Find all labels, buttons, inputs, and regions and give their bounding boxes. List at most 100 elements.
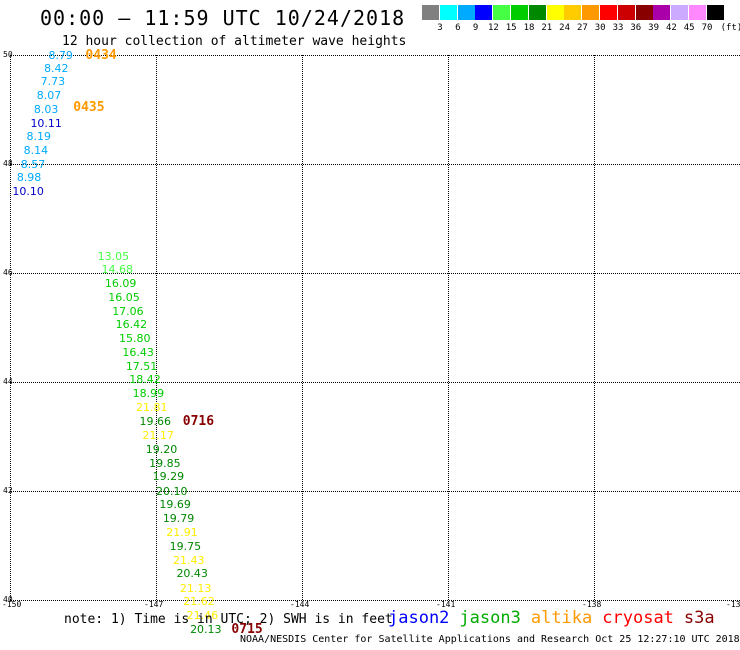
longitude-tick-label: -138: [582, 600, 602, 609]
wave-height-value: 16.09: [104, 276, 137, 290]
colorbar-label: 6: [455, 23, 461, 33]
wave-height-value: 8.79: [48, 48, 73, 62]
wave-height-value: 8.07: [36, 89, 62, 103]
latitude-tick-label: 40: [3, 595, 13, 604]
wave-height-value: 20.10: [156, 484, 188, 498]
wave-height-value: 19.79: [162, 511, 195, 525]
pass-time-label: 0716: [182, 413, 215, 429]
wave-height-value: 21.17: [142, 428, 174, 442]
longitude-gridline: [448, 55, 449, 600]
colorbar-swatch: [457, 5, 475, 20]
wave-height-value: 21.46: [186, 609, 219, 623]
footer-note: note: 1) Time is in UTC; 2) SWH is in fe…: [64, 612, 393, 627]
latitude-tick-label: 46: [3, 268, 13, 277]
pass-time-label: 0715: [231, 621, 263, 637]
wave-height-value: 20.13: [190, 622, 222, 636]
colorbar-label: 9: [472, 23, 479, 33]
wave-height-value: 17.51: [125, 359, 158, 373]
colorbar-swatch: [600, 5, 617, 20]
colorbar-label: 42: [665, 23, 677, 33]
latitude-gridline: [10, 55, 740, 56]
wave-height-value: 19.29: [152, 470, 185, 484]
colorbar-label: 18: [523, 23, 535, 33]
colorbar-swatch: [635, 5, 653, 20]
latitude-gridline: [10, 164, 740, 165]
legend-entry-jason2: jason2: [388, 608, 450, 628]
colorbar-swatch: [511, 5, 528, 20]
colorbar-swatch: [706, 5, 724, 20]
longitude-tick-label: -141: [436, 600, 456, 609]
colorbar-label: 15: [505, 23, 517, 33]
wave-height-value: 21.91: [166, 525, 198, 539]
colorbar-label: 70: [701, 23, 713, 33]
colorbar-label: 24: [559, 23, 571, 33]
wave-height-value: 7.73: [40, 75, 66, 89]
wave-height-value: 19.20: [145, 442, 178, 456]
latitude-gridline: [10, 273, 740, 274]
map-plot-area: 8.79 8.42 7.73 8.07 8.03 10.11 8.19 8.14 8.57 8.9…: [10, 48, 740, 637]
chart-title: 00:00 – 11:59 UTC 10/24/2018: [40, 6, 406, 30]
wave-height-value: 8.57: [20, 157, 46, 171]
colorbar-label: 33: [612, 23, 624, 33]
colorbar-label: 45: [683, 23, 695, 33]
latitude-tick-label: 48: [3, 159, 13, 168]
colorbar-swatch: [582, 5, 600, 20]
colorbar-swatch: [689, 5, 706, 20]
wave-height-value: 17.06: [112, 304, 144, 318]
wave-height-value: 8.98: [16, 170, 42, 184]
colorbar-label: 27: [576, 23, 588, 33]
wave-height-value: 18.99: [132, 386, 165, 400]
legend-entry-s3a: s3a: [683, 608, 715, 628]
wave-height-value: 16.43: [122, 346, 154, 360]
wave-height-value: 16.42: [115, 318, 148, 332]
wave-height-value: 16.05: [108, 291, 140, 305]
wave-height-value: 21.13: [179, 581, 212, 595]
wave-height-value: 10.11: [30, 116, 62, 130]
wave-height-value: 21.81: [136, 401, 168, 415]
colorbar-unit: (ft): [720, 23, 740, 33]
pass-time-label: 0435: [73, 100, 105, 116]
wave-height-value: 15.80: [119, 332, 151, 346]
wave-height-value: 8.19: [26, 130, 52, 144]
wave-height-value: 13.05: [97, 249, 130, 263]
longitude-tick-label: -135: [726, 600, 740, 609]
colorbar-swatch: [528, 5, 546, 20]
wave-height-value: 10.10: [12, 184, 44, 198]
wave-height-value: 21.62: [183, 595, 215, 609]
wave-height-value: 14.68: [101, 263, 133, 277]
colorbar-swatch: [564, 5, 582, 20]
wave-height-value: 21.43: [173, 553, 205, 567]
wave-height-value: 20.43: [176, 567, 208, 581]
longitude-tick-label: -144: [290, 600, 310, 609]
legend-entry-cryosat: cryosat: [602, 608, 674, 628]
colorbar-swatch: [617, 5, 635, 20]
latitude-gridline: [10, 382, 740, 383]
longitude-gridline: [156, 55, 157, 600]
satellite-legend: jason2 jason3 altika cryosat s3a: [388, 608, 725, 628]
wave-height-value: 19.75: [169, 539, 202, 553]
longitude-gridline: [302, 55, 303, 600]
colorbar-label: 12: [487, 23, 499, 33]
latitude-tick-label: 50: [3, 50, 13, 59]
footer-credit: NOAA/NESDIS Center for Satellite Applica…: [240, 634, 740, 645]
chart-subtitle: 12 hour collection of altimeter wave hei…: [62, 34, 407, 49]
colorbar-label: 36: [630, 23, 642, 33]
longitude-tick-label: -147: [144, 600, 164, 609]
wave-height-value: 19.66: [139, 414, 171, 428]
colorbar-swatch: [671, 5, 689, 20]
latitude-gridline: [10, 491, 740, 492]
colorbar-swatch: [493, 5, 511, 20]
colorbar-swatch: [422, 5, 439, 20]
pass-time-label: 0434: [85, 47, 117, 63]
latitude-tick-label: 44: [3, 377, 13, 386]
longitude-gridline: [10, 55, 11, 600]
latitude-tick-label: 42: [3, 486, 13, 495]
colorbar-swatch: [475, 5, 493, 20]
longitude-tick-label: -150: [2, 600, 22, 609]
colorbar-swatch: [439, 5, 457, 20]
latitude-gridline: [10, 600, 740, 601]
legend-entry-jason3: jason3: [459, 608, 521, 628]
colorbar-swatch: [653, 5, 671, 20]
colorbar-swatch: [546, 5, 564, 20]
legend-entry-altika: altika: [530, 608, 593, 628]
